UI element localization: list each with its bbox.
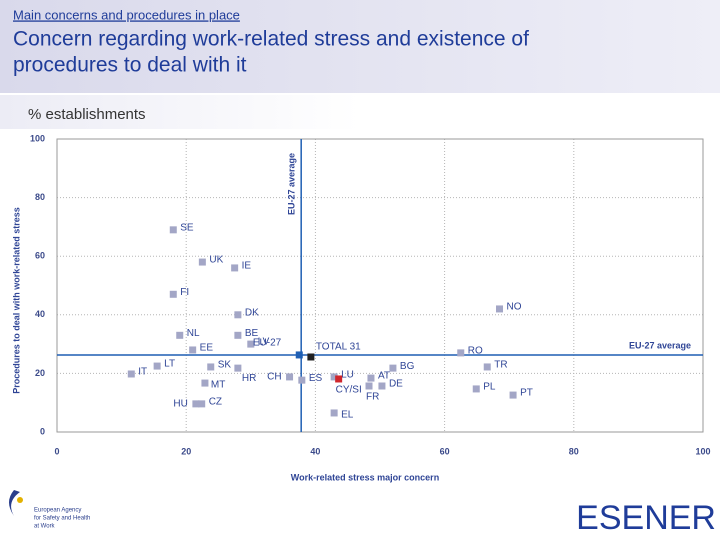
point-label: CZ — [209, 397, 222, 408]
point — [298, 376, 306, 384]
title-line: Concern regarding work-related stress an… — [13, 28, 529, 51]
point-label: TOTAL 31 — [316, 342, 361, 353]
point — [176, 331, 184, 339]
x-tick-label: 80 — [569, 446, 579, 456]
point-label: ES — [309, 373, 323, 384]
point — [335, 375, 343, 383]
point — [389, 364, 397, 372]
unit-label: % establishments — [28, 106, 146, 123]
point-label: PT — [520, 388, 533, 399]
point — [307, 353, 315, 361]
point — [247, 340, 255, 348]
agency-text: European Agency — [34, 508, 81, 514]
x-axis-label: Work-related stress major concern — [291, 472, 439, 482]
point-label: NL — [187, 328, 200, 339]
average-label: EU-27 average — [287, 153, 297, 215]
point — [234, 311, 242, 319]
point — [169, 226, 177, 234]
point — [472, 385, 480, 393]
point-label: SK — [218, 360, 232, 371]
point — [169, 290, 177, 298]
point-label: SE — [180, 222, 194, 233]
point — [198, 400, 206, 408]
point — [201, 379, 209, 387]
point — [207, 363, 215, 371]
point-label: FI — [180, 287, 189, 298]
plot-frame — [56, 138, 704, 433]
scatter-plot: 0 20 40 60 80 100 0 20 40 60 80 100 Work-related str… — [11, 133, 710, 482]
point — [330, 409, 338, 417]
point-label: LU — [341, 370, 354, 381]
point — [378, 382, 386, 390]
point — [496, 305, 504, 313]
point — [483, 363, 491, 371]
point-label: IT — [138, 367, 147, 378]
x-tick-label: 40 — [310, 446, 320, 456]
point-label: PL — [483, 382, 496, 393]
x-tick-label: 100 — [695, 446, 710, 456]
point-label: AT — [378, 371, 390, 382]
y-tick-label: 80 — [35, 192, 45, 202]
point-label: LV — [258, 337, 270, 348]
y-tick-label: 40 — [35, 309, 45, 319]
point-label: HU — [173, 399, 187, 410]
point — [295, 351, 303, 359]
point — [231, 264, 239, 272]
agency-text: at Work — [34, 524, 56, 530]
point-label: CH — [267, 372, 281, 383]
point-label: IE — [242, 261, 252, 272]
agency-logo: European Agency for Safety and Health at… — [9, 490, 90, 530]
header-band — [0, 0, 720, 93]
x-tick-label: 0 — [54, 446, 59, 456]
y-tick-label: 60 — [35, 251, 45, 261]
point — [367, 374, 375, 382]
point-label: CY/SI — [336, 385, 362, 396]
y-tick-label: 100 — [30, 133, 45, 143]
y-axis-label: Procedures to deal with work-related str… — [11, 207, 21, 394]
point-label: NO — [507, 302, 522, 313]
point-label: MT — [211, 380, 225, 391]
point-label: BE — [245, 328, 259, 339]
point — [153, 362, 161, 370]
x-tick-label: 60 — [440, 446, 450, 456]
point — [198, 258, 206, 266]
point — [234, 364, 242, 372]
point-label: LT — [164, 359, 175, 370]
point — [365, 382, 373, 390]
point-label: BG — [400, 361, 415, 372]
average-label: EU-27 average — [629, 340, 691, 350]
point-label: DE — [389, 379, 403, 390]
point — [330, 373, 338, 381]
point — [234, 331, 242, 339]
point — [192, 400, 200, 408]
esener-logo: ESENER — [576, 499, 716, 537]
y-tick-label: 20 — [35, 368, 45, 378]
point-label: EU-27 — [253, 338, 282, 349]
y-tick-label: 0 — [40, 426, 45, 436]
point — [127, 370, 135, 378]
point-label: EL — [341, 410, 354, 421]
point-label: FR — [366, 392, 379, 403]
point-label: RO — [468, 346, 483, 357]
point — [189, 346, 197, 354]
point-label: TR — [494, 360, 507, 371]
unit-band — [0, 95, 720, 129]
title-line: procedures to deal with it — [13, 54, 247, 77]
x-tick-label: 20 — [181, 446, 191, 456]
point — [457, 349, 465, 357]
point-label: EE — [200, 343, 214, 354]
agency-text: for Safety and Health — [34, 516, 90, 522]
kicker: Main concerns and procedures in place — [13, 7, 240, 22]
point — [509, 391, 517, 399]
point-label: DK — [245, 307, 259, 318]
point — [286, 373, 294, 381]
point-label: UK — [209, 255, 223, 266]
point-label: HR — [242, 373, 256, 384]
